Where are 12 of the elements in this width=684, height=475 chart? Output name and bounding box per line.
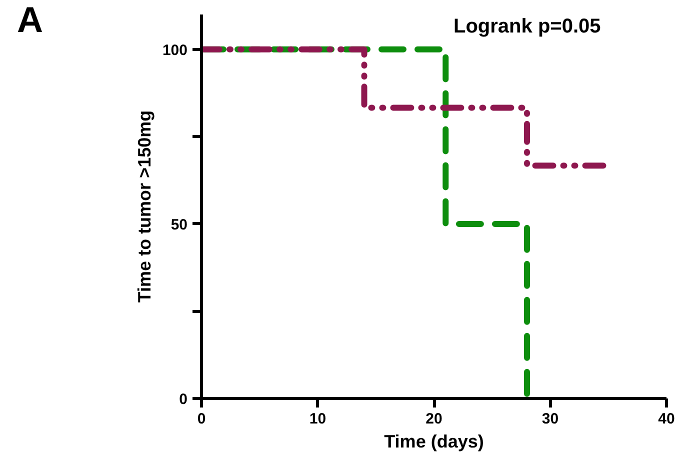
y-tick-label: 0 bbox=[179, 391, 188, 408]
y-tick-label: 100 bbox=[162, 42, 188, 59]
x-tick-label: 10 bbox=[309, 410, 326, 428]
text: A bbox=[17, 0, 43, 40]
x-axis-title: Time (days) bbox=[384, 432, 484, 452]
x-tick-label: 40 bbox=[658, 410, 675, 428]
x-tick-label: 20 bbox=[426, 410, 442, 428]
y-tick-label: 50 bbox=[170, 216, 188, 234]
x-tick-label: 30 bbox=[542, 410, 559, 428]
x-tick-label: 0 bbox=[197, 410, 206, 428]
y-axis-title: Time to tumor >150mg bbox=[134, 110, 154, 303]
annotation: Logrank p=0.05 bbox=[454, 16, 601, 38]
